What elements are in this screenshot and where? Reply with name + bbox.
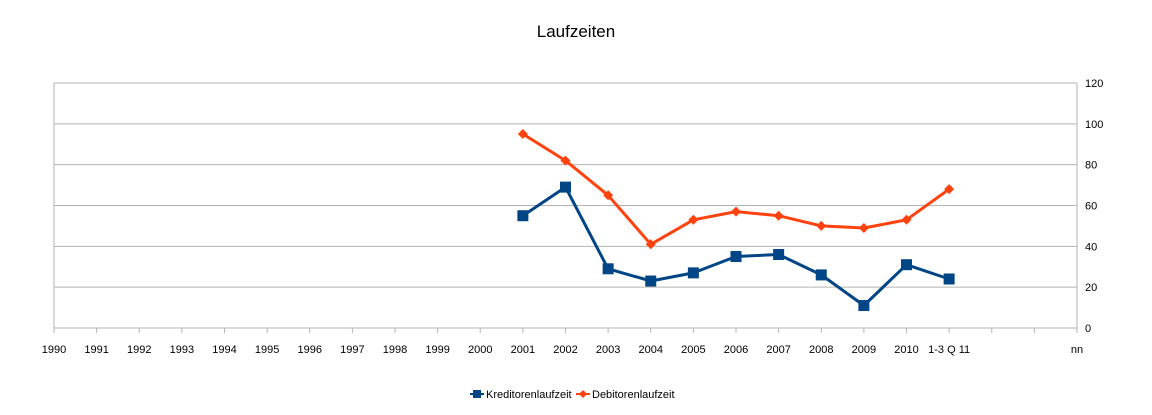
x-tick-label: 2006: [724, 344, 748, 356]
data-point-square: [560, 181, 571, 193]
legend: Kreditorenlaufzeit Debitorenlaufzeit: [470, 389, 675, 401]
data-point-square: [901, 259, 912, 271]
x-tick-label: 2001: [511, 344, 535, 356]
y-tick-label: 20: [1085, 282, 1097, 294]
x-tick-label: 2009: [852, 344, 876, 356]
data-point-diamond: [858, 222, 869, 233]
data-point-diamond: [603, 190, 614, 201]
data-point-diamond: [517, 129, 528, 140]
legend-label-2: Debitorenlaufzeit: [592, 389, 675, 401]
x-tick-label: 2007: [766, 344, 790, 356]
x-tick-label: 2002: [553, 344, 577, 356]
data-point-diamond: [816, 220, 827, 231]
x-tick-label: 2003: [596, 344, 620, 356]
data-point-diamond: [688, 214, 699, 225]
data-point-diamond: [944, 184, 955, 195]
y-tick-label: 60: [1085, 201, 1097, 213]
data-point-square: [517, 210, 529, 222]
series-layer: [517, 129, 955, 312]
legend-marker-diamond: [579, 390, 587, 398]
grid: [54, 82, 1077, 288]
data-point-square: [773, 249, 785, 260]
x-tick-label: nn: [1071, 344, 1083, 356]
x-tick-label: 1-3 Q 11: [928, 344, 970, 356]
data-point-square: [730, 251, 742, 263]
x-tick-label: 2000: [468, 344, 492, 356]
x-tick-label: 2010: [894, 344, 918, 356]
x-tick-label: 2005: [681, 344, 705, 356]
y-tick-label: 100: [1085, 119, 1103, 131]
x-tick-label: 1999: [425, 344, 449, 356]
data-point-square: [645, 275, 657, 287]
data-point-diamond: [773, 210, 784, 221]
x-tick-label: 1993: [170, 344, 194, 356]
legend-marker-square: [473, 390, 481, 398]
data-point-diamond: [560, 155, 571, 166]
x-tick-label: 1994: [212, 344, 236, 356]
y-tick-label: 0: [1085, 323, 1091, 335]
data-point-diamond: [731, 206, 741, 217]
x-tick-label: 1997: [340, 344, 364, 356]
chart-title: Laufzeiten: [537, 22, 615, 41]
x-tick-label: 1998: [383, 344, 407, 356]
data-point-square: [602, 263, 614, 275]
x-tick-label: 2008: [809, 344, 833, 356]
x-tick-label: 1996: [298, 344, 322, 356]
legend-label-1: Kreditorenlaufzeit: [486, 389, 572, 401]
data-point-square: [858, 300, 870, 312]
x-tick-label: 1990: [42, 344, 66, 356]
data-point-diamond: [901, 214, 912, 225]
x-tick-label: 2004: [639, 344, 663, 356]
data-point-square: [815, 269, 827, 281]
data-point-diamond: [645, 239, 656, 250]
x-tick-label: 1992: [127, 344, 151, 356]
y-tick-label: 120: [1085, 78, 1103, 90]
y-tick-label: 80: [1085, 160, 1097, 172]
data-point-square: [687, 267, 699, 279]
x-tick-label: 1995: [255, 344, 279, 356]
axes: 0 20 40 60 80 100 120 1990 1991 1992 1993 1994 1995 1…: [42, 78, 1104, 356]
data-point-square: [943, 273, 955, 285]
x-tick-label: 1991: [84, 344, 108, 356]
y-tick-label: 40: [1085, 241, 1097, 253]
